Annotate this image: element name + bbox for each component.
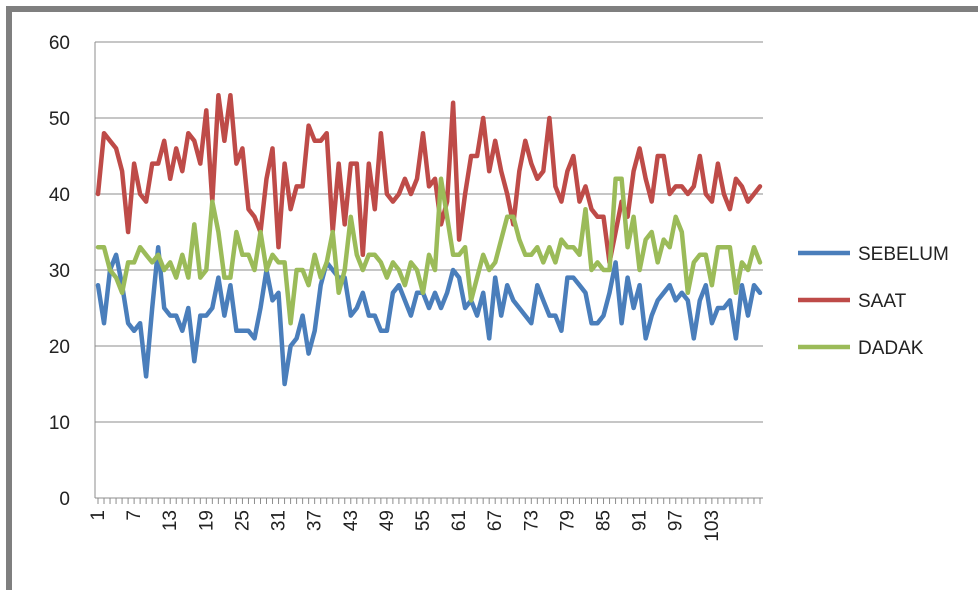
x-axis-tick-labels: 1 7 13 19 25 31 37 43 49 55 61 67 73 79 85 91 97 103	[88, 510, 723, 542]
x-tick-label: 103	[702, 510, 723, 542]
y-tick-label: 0	[59, 489, 70, 510]
gridlines	[95, 41, 763, 423]
x-tick-label: 37	[305, 510, 326, 531]
x-tick-label: 73	[521, 510, 542, 531]
x-tick-label: 67	[485, 510, 506, 531]
legend-label-dadak: DADAK	[858, 338, 924, 359]
y-tick-label: 60	[49, 33, 70, 54]
series-line-saat	[95, 92, 763, 265]
x-tick-label: 55	[413, 510, 434, 531]
x-tick-label: 91	[630, 510, 651, 531]
legend: SEBELUM SAAT DADAK	[798, 244, 949, 359]
x-tick-label: 31	[269, 510, 290, 531]
x-tick-label: 61	[449, 510, 470, 531]
x-tick-label: 7	[124, 510, 145, 521]
y-tick-label: 40	[49, 185, 70, 206]
x-tick-label: 19	[196, 510, 217, 531]
series-line-dadak	[95, 176, 763, 326]
legend-label-saat: SAAT	[858, 291, 907, 312]
series-lines	[95, 92, 763, 387]
x-tick-label: 97	[666, 510, 687, 531]
y-axis-tick-labels: 0 10 20 30 40 50 60	[49, 33, 70, 510]
axes	[94, 42, 763, 504]
x-tick-label: 1	[88, 510, 109, 521]
x-tick-label: 85	[594, 510, 615, 531]
x-tick-label: 13	[160, 510, 181, 531]
y-tick-label: 30	[49, 261, 70, 282]
legend-label-sebelum: SEBELUM	[858, 244, 949, 265]
y-tick-label: 10	[49, 413, 70, 434]
x-tick-label: 25	[232, 510, 253, 531]
x-tick-label: 79	[557, 510, 578, 531]
y-tick-label: 20	[49, 337, 70, 358]
y-tick-label: 50	[49, 109, 70, 130]
x-tick-label: 49	[377, 510, 398, 531]
x-tick-label: 43	[341, 510, 362, 531]
chart-border	[6, 6, 978, 590]
series-line-sebelum	[95, 244, 763, 387]
